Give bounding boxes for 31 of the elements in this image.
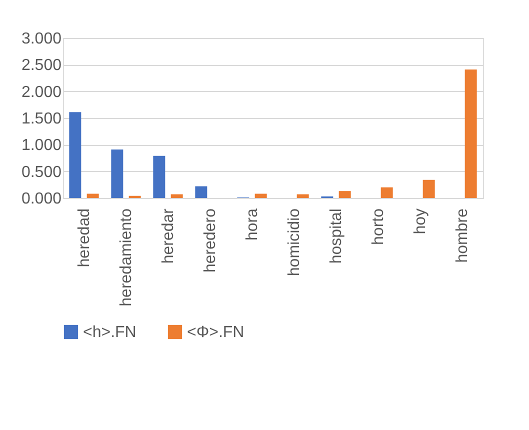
x-tick-label: hospital: [328, 208, 345, 264]
y-tick-label: 3.000: [21, 30, 62, 48]
bar: [86, 194, 99, 198]
bar: [170, 194, 183, 198]
bar: [296, 194, 309, 198]
x-tick-label: hoy: [412, 208, 429, 234]
bar: [464, 69, 477, 198]
bar: [422, 180, 435, 198]
x-tick-label: homicidio: [286, 208, 303, 276]
x-tick-label: hombre: [454, 208, 471, 263]
x-tick-label: horto: [370, 208, 387, 245]
legend-label: <Φ>.FN: [187, 324, 244, 341]
x-tick-label: heredero: [202, 208, 219, 273]
y-tick-label: 0.000: [21, 190, 62, 208]
y-tick-label: 2.500: [21, 57, 62, 74]
y-tick-label: 0.500: [21, 164, 62, 181]
bar: [69, 112, 82, 198]
bar: [338, 191, 351, 198]
x-tick-label: heredad: [76, 208, 93, 268]
bar: [111, 149, 124, 198]
x-tick-label: hora: [244, 208, 261, 241]
y-tick-label: 1.500: [21, 110, 62, 128]
y-tick-label: 1.000: [21, 137, 62, 154]
x-tick-label: heredar: [160, 208, 177, 264]
bar: [195, 186, 208, 198]
y-tick-label: 2.000: [21, 84, 62, 101]
x-tick-label: heredamiento: [118, 208, 135, 306]
legend-label: <h>.FN: [83, 324, 136, 341]
bar: [380, 187, 393, 198]
bar: [153, 156, 166, 198]
bar: [254, 194, 267, 198]
